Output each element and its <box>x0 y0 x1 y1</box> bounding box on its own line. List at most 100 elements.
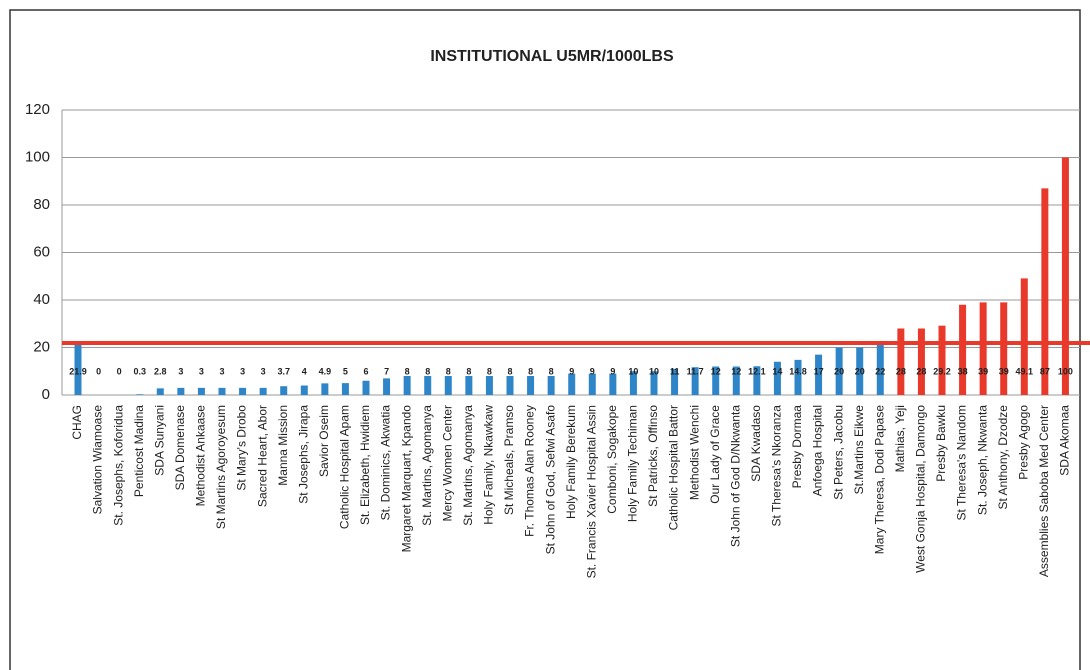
value-label: 4 <box>302 366 307 376</box>
chart-title: INSTITUTIONAL U5MR/1000LBS <box>430 48 674 65</box>
value-label: 9 <box>610 366 615 376</box>
value-label: 8 <box>549 366 554 376</box>
x-tick-label: St. Martins, Agomanya <box>420 405 434 526</box>
value-label: 20 <box>834 366 844 376</box>
bar <box>1020 278 1028 395</box>
value-label: 8 <box>487 366 492 376</box>
bar <box>794 359 802 395</box>
x-tick-label: St. Francis Xavier Hospital Assin <box>584 405 598 578</box>
x-tick-label: Methodist Wenchi <box>687 405 701 500</box>
value-label: 12.1 <box>748 366 766 376</box>
bar <box>773 361 781 395</box>
bar <box>444 376 452 395</box>
x-tick-label: St. Elizabeth, Hwidiem <box>358 405 372 525</box>
bar <box>239 387 247 395</box>
x-tick-label: St Theresa's Nandom <box>955 405 969 520</box>
value-label: 7 <box>384 366 389 376</box>
value-label: 3.7 <box>277 366 290 376</box>
bar <box>712 366 720 395</box>
bar <box>1041 188 1049 395</box>
value-label: 10 <box>628 366 638 376</box>
bar <box>876 342 884 395</box>
value-label: 29.2 <box>933 366 951 376</box>
value-label: 8 <box>446 366 451 376</box>
x-tick-label: Holy Family Techiman <box>626 405 640 522</box>
x-tick-label: Sacred Heart, Abor <box>255 405 269 507</box>
x-tick-label: SDA Sunyani <box>152 405 166 476</box>
value-label: 3 <box>240 366 245 376</box>
value-label: 0.3 <box>133 366 146 376</box>
bar <box>527 376 535 395</box>
bar <box>568 373 576 395</box>
value-label: 8 <box>507 366 512 376</box>
bar <box>979 302 987 395</box>
value-label: 3 <box>199 366 204 376</box>
y-tick-label: 0 <box>42 386 50 403</box>
bar <box>403 376 411 395</box>
x-tick-label: St Josephs, Jirapa <box>296 405 310 504</box>
x-tick-label: Savior Oseim <box>317 405 331 477</box>
x-tick-label: CHAG <box>70 405 84 440</box>
x-tick-label: Comboni, Sogakope <box>605 405 619 514</box>
bar <box>259 387 267 395</box>
x-tick-label: St Micheals, Pramso <box>502 405 516 515</box>
value-label: 17 <box>814 366 824 376</box>
bar <box>485 376 493 395</box>
bar <box>506 376 514 395</box>
x-tick-label: St John of God D/Nkwanta <box>728 405 742 547</box>
value-label: 0 <box>117 366 122 376</box>
bar <box>732 366 740 395</box>
bar <box>362 380 370 395</box>
x-tick-label: Methodist Ankaase <box>194 405 208 507</box>
bar <box>1061 157 1069 395</box>
x-tick-label: Manna Mission <box>276 405 290 486</box>
value-label: 8 <box>528 366 533 376</box>
x-tick-label: St Theresa's Nkoranza <box>770 405 784 527</box>
bar <box>650 371 658 395</box>
value-label: 8 <box>466 366 471 376</box>
x-tick-label: Presby Agogo <box>1016 405 1030 480</box>
value-label: 20 <box>855 366 865 376</box>
x-tick-label: Fr. Thomas Alan Rooney <box>523 405 537 537</box>
value-label: 2.8 <box>154 366 167 376</box>
y-tick-label: 20 <box>33 338 50 355</box>
bar <box>1000 302 1008 395</box>
x-tick-label: St John of God, Sefwi Asafo <box>543 405 557 555</box>
bar <box>753 366 761 395</box>
x-tick-label: St. Martins, Agomanya <box>461 405 475 526</box>
value-label: 87 <box>1040 366 1050 376</box>
value-label: 4.9 <box>319 366 332 376</box>
bar <box>321 383 329 395</box>
bar <box>897 328 905 395</box>
bar <box>588 373 596 395</box>
x-tick-label: Assemblies Saboba Med Center <box>1037 405 1051 577</box>
x-tick-label: Mercy Women Center <box>440 405 454 521</box>
bar <box>300 385 308 395</box>
x-tick-label: Mary Theresa, Dodi Papase <box>872 405 886 555</box>
x-tick-label: St. Joseph, Nkwanta <box>975 405 989 515</box>
y-tick-label: 100 <box>25 148 50 165</box>
x-tick-label: Holy Family, Nkawkaw <box>482 405 496 525</box>
value-label: 39 <box>978 366 988 376</box>
bar <box>280 386 288 395</box>
x-tick-label: Presby Bawku <box>934 405 948 482</box>
value-label: 6 <box>363 366 368 376</box>
value-label: 3 <box>178 366 183 376</box>
value-label: 14 <box>772 366 782 376</box>
bar <box>218 387 226 395</box>
y-tick-label: 80 <box>33 196 50 213</box>
value-label: 49.1 <box>1016 366 1034 376</box>
x-tick-label: Mathias, Yeji <box>893 405 907 472</box>
x-tick-label: SDA Kwadaso <box>749 405 763 482</box>
x-tick-label: St. Dominics, Akwatia <box>379 405 393 521</box>
value-label: 3 <box>261 366 266 376</box>
value-label: 21.9 <box>69 366 87 376</box>
x-tick-label: Catholic Hospital Battor <box>667 405 681 530</box>
bar <box>629 371 637 395</box>
value-label: 9 <box>569 366 574 376</box>
value-label: 8 <box>425 366 430 376</box>
bar <box>815 354 823 395</box>
bar <box>177 387 185 395</box>
value-label: 9 <box>590 366 595 376</box>
value-label: 22 <box>875 366 885 376</box>
